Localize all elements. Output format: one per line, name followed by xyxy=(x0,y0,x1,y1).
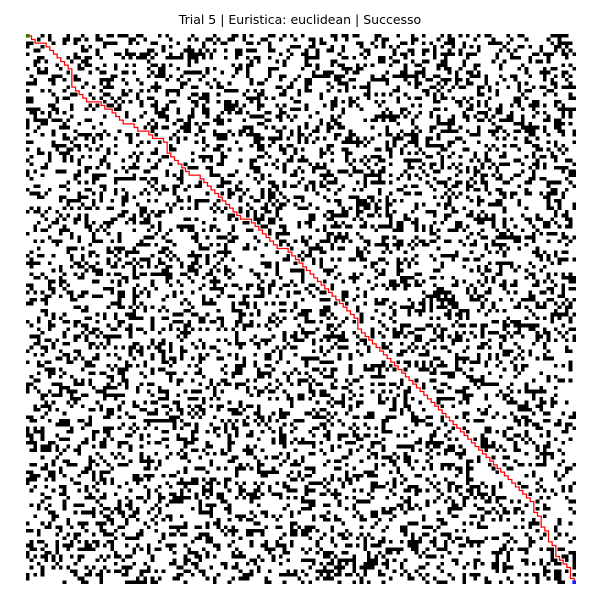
found-path xyxy=(27,35,575,583)
grid-map-svg xyxy=(26,34,576,584)
grid-map xyxy=(26,34,576,584)
obstacle-cells xyxy=(26,34,576,584)
start-cell xyxy=(26,34,30,38)
plot-title: Trial 5 | Euristica: euclidean | Success… xyxy=(178,12,422,27)
goal-cell xyxy=(572,580,576,584)
